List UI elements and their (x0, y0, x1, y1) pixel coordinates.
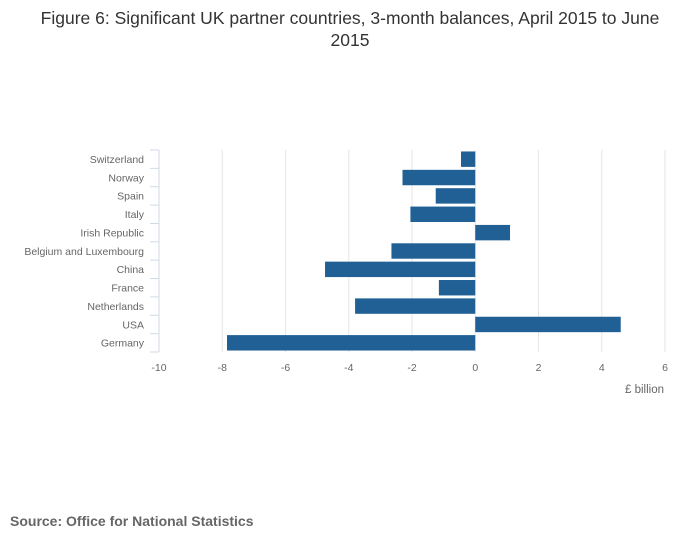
x-axis-labels: -10 -8 -6 -4 -2 0 2 4 6 (151, 362, 668, 374)
bar-china (325, 261, 476, 278)
y-tick-label: Belgium and Luxembourg (24, 246, 144, 258)
x-tick-label: -4 (344, 362, 353, 374)
x-tick-label: 6 (662, 362, 668, 374)
y-tick-label: USA (122, 319, 144, 331)
bar-layer (226, 151, 621, 351)
bar-netherlands (355, 298, 476, 314)
bar-france (438, 280, 476, 296)
y-axis-labels: Switzerland Norway Spain Italy Irish Republi… (24, 154, 144, 350)
x-tick-label: 4 (599, 362, 605, 374)
y-tick-label: Italy (125, 209, 145, 221)
chart-title: Figure 6: Significant UK partner countri… (40, 8, 660, 50)
bar-spain (435, 188, 476, 204)
x-tick-label: -2 (407, 362, 416, 374)
x-tick-label: 0 (472, 362, 478, 374)
y-tick-label: Spain (117, 191, 144, 203)
y-tick-label: Netherlands (87, 301, 144, 313)
source-note: Source: Office for National Statistics (10, 513, 254, 529)
bar-norway (402, 169, 476, 186)
x-axis-title: £ billion (625, 384, 664, 396)
x-tick-label: -8 (218, 362, 227, 374)
x-tick-label: -6 (281, 362, 290, 374)
y-tick-label: Switzerland (90, 154, 144, 166)
y-tick-label: Norway (108, 172, 144, 184)
bar-germany (226, 335, 476, 351)
y-tick-label: China (117, 264, 145, 276)
y-tick-label: France (111, 283, 144, 295)
bar-usa (475, 316, 621, 333)
bar-belgium-and-luxembourg (391, 243, 476, 259)
x-tick-label: 2 (536, 362, 542, 374)
bar-switzerland (461, 151, 476, 167)
x-tick-label: -10 (151, 362, 166, 374)
y-tick-label: Irish Republic (80, 227, 144, 239)
y-tick-label: Germany (101, 338, 145, 350)
bar-italy (410, 206, 476, 222)
bar-irish-republic (475, 224, 511, 241)
